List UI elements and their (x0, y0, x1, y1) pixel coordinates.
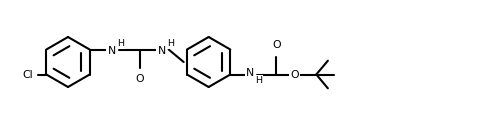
Text: N: N (157, 45, 165, 55)
Text: H: H (116, 39, 123, 48)
Text: O: O (135, 75, 144, 84)
Text: O: O (290, 69, 298, 79)
Text: Cl: Cl (23, 69, 33, 79)
Text: H: H (255, 76, 262, 85)
Text: N: N (107, 45, 116, 55)
Text: N: N (245, 69, 254, 78)
Text: O: O (272, 39, 280, 49)
Text: H: H (166, 39, 173, 48)
